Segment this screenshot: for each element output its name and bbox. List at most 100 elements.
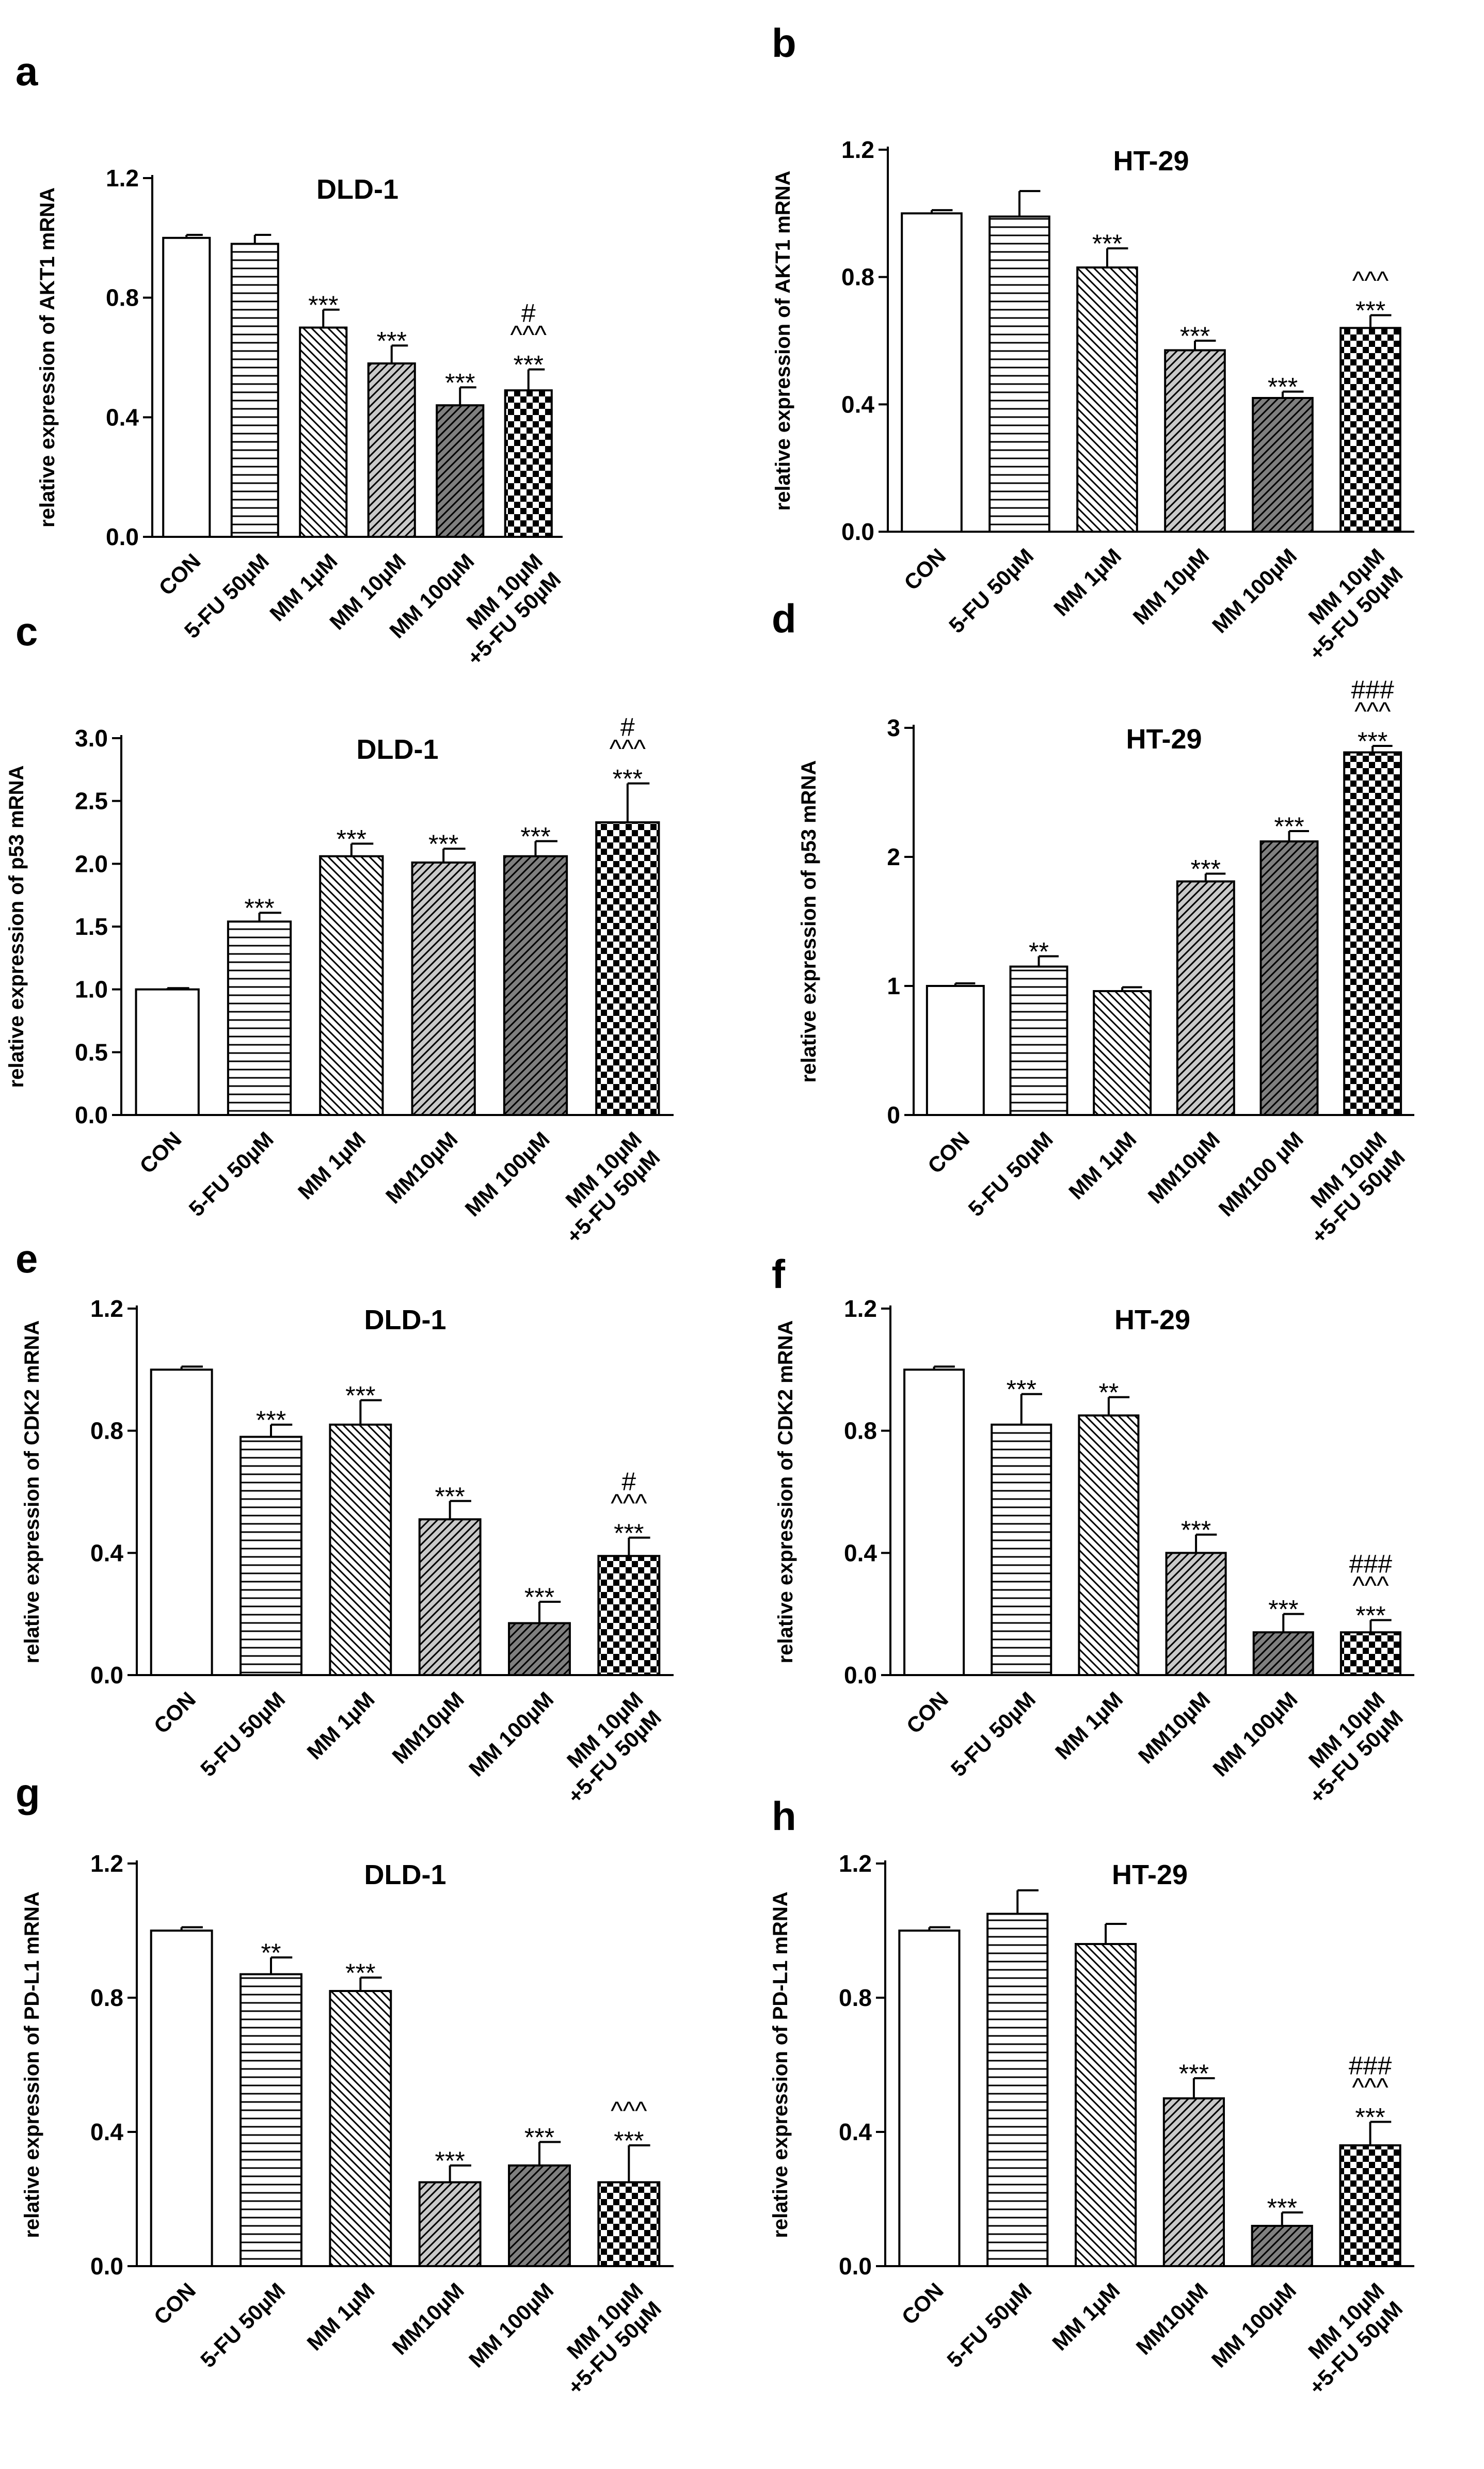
panel-letter: e (15, 1236, 38, 1281)
y-axis-label: relative expression of p53 mRNA (797, 760, 820, 1083)
category-label: 5-FU 50µM (184, 1127, 278, 1221)
category-label: CON (923, 1127, 974, 1178)
bar-horizontal-stripe (991, 1423, 1052, 1676)
panel-g: g DLD-1 relative expression of PD-L1 mRNA 0… (15, 1770, 674, 2399)
y-tick-label: 0.8 (841, 264, 874, 291)
y-axis-label: relative expression of PD-L1 mRNA (21, 1891, 43, 2238)
significance-mark: *** (1355, 1601, 1385, 1630)
bar-checkerboard (595, 821, 660, 1116)
y-tick-label: 0.0 (844, 1662, 877, 1689)
bar-diagonal-light (329, 1423, 392, 1676)
chart-title: DLD-1 (316, 174, 398, 205)
significance-mark: *** (1191, 855, 1221, 884)
bar-white (901, 212, 963, 533)
significance-mark: *** (445, 368, 475, 397)
y-axis-label: relative expression of AKT1 mRNA (772, 171, 794, 511)
chart-title: DLD-1 (364, 1859, 446, 1890)
significance-mark: ** (1098, 1378, 1119, 1407)
category-label: CON (899, 544, 950, 595)
y-tick-label: 2 (887, 843, 900, 870)
category-label: MM 100µM (464, 1687, 558, 1781)
significance-mark: ^^^ (1352, 266, 1389, 295)
significance-mark: ^^^ (1354, 697, 1391, 726)
bar-horizontal-stripe (240, 1973, 302, 2267)
significance-mark: *** (435, 1482, 465, 1511)
significance-mark: *** (345, 1958, 375, 1987)
panel-d: d HT-29 relative expression of p53 mRNA 0 1 2… (772, 596, 1414, 1248)
bar-diagonal-dark (503, 855, 568, 1116)
category-label: MM100 µM (1214, 1127, 1307, 1221)
significance-mark: ** (261, 1938, 281, 1967)
category-label: 5-FU 50µM (196, 1687, 290, 1781)
y-tick-label: 3 (887, 714, 900, 741)
y-tick-label: 0.4 (839, 2118, 872, 2145)
category-label: MM10µM (381, 1127, 462, 1208)
bar-horizontal-stripe (227, 920, 292, 1117)
bar-checkerboard (1339, 327, 1401, 533)
panel-e: e DLD-1 relative expression of CDK2 mRNA 0.… (15, 1236, 674, 1808)
category-label: MM 100µM (1208, 1687, 1302, 1781)
category-label: 5-FU 50µM (942, 2278, 1036, 2372)
bar-checkerboard (597, 2181, 661, 2267)
bar-checkerboard (1339, 2144, 1401, 2267)
significance-mark: ** (1029, 937, 1049, 966)
significance-mark: ^^^ (611, 2096, 647, 2125)
panel-b: b HT-29 relative expression of AKT1 mRNA 0.… (772, 20, 1414, 665)
y-tick-label: 0 (887, 1102, 900, 1128)
significance-mark: *** (1092, 229, 1122, 258)
significance-mark: *** (1358, 727, 1387, 756)
bar-diagonal-light (1075, 1943, 1137, 2267)
significance-mark: *** (1274, 812, 1304, 841)
category-label: MM10µM (387, 2278, 469, 2360)
category-label: MM 10µM+5-FU 50µM (543, 1127, 664, 1248)
bar-diagonal-dark (1252, 1631, 1314, 1677)
significance-mark: *** (524, 2123, 554, 2152)
category-label: 5-FU 50µM (946, 1687, 1040, 1781)
bar-horizontal-stripe (230, 243, 279, 538)
y-axis-label: relative expression of p53 mRNA (5, 766, 28, 1088)
significance-mark: ^^^ (1352, 2073, 1389, 2102)
bar-diagonal-light (1076, 266, 1138, 533)
bar-diagonal-light (1093, 990, 1152, 1116)
significance-mark: *** (256, 1406, 286, 1435)
significance-mark: *** (614, 1519, 644, 1548)
category-label: 5-FU 50µM (196, 2278, 290, 2372)
significance-mark: *** (1007, 1375, 1036, 1404)
category-label: MM 1µM (1047, 2278, 1124, 2355)
significance-mark: *** (524, 1583, 554, 1612)
bar-checkerboard (504, 389, 553, 538)
y-tick-label: 0.0 (839, 2253, 872, 2280)
significance-mark: *** (1180, 322, 1210, 351)
y-tick-label: 1.2 (841, 136, 874, 163)
significance-mark: *** (1268, 373, 1298, 402)
category-label: MM 1µM (1064, 1127, 1141, 1204)
chart-title: HT-29 (1114, 1304, 1190, 1335)
bar-white (135, 988, 200, 1116)
significance-mark: ^^^ (510, 321, 547, 349)
bar-diagonal-light (329, 1990, 392, 2267)
category-label: MM 100µM (464, 2278, 558, 2372)
bar-diagonal-light (319, 855, 384, 1116)
y-tick-label: 1.5 (75, 913, 108, 940)
y-tick-label: 0.4 (106, 404, 139, 431)
y-tick-label: 1.2 (844, 1295, 877, 1322)
significance-mark: *** (613, 764, 643, 793)
category-label: MM 1µM (302, 1687, 379, 1764)
panel-h: h HT-29 relative expression of PD-L1 mRNA 0… (769, 1793, 1414, 2399)
bar-white (903, 1368, 965, 1676)
y-tick-label: 1.0 (75, 976, 108, 1003)
category-label: CON (149, 2278, 200, 2329)
y-tick-label: 0.8 (844, 1417, 877, 1444)
significance-mark: *** (435, 2146, 465, 2175)
panel-letter: f (772, 1251, 786, 1297)
y-tick-label: 0.8 (106, 284, 139, 311)
y-tick-label: 2.5 (75, 788, 108, 815)
bar-diagonal-dark (508, 1622, 571, 1677)
significance-mark: *** (428, 830, 458, 858)
bar-horizontal-stripe (240, 1436, 302, 1676)
significance-mark: ### (1349, 2051, 1392, 2080)
category-label: 5-FU 50µM (944, 544, 1038, 638)
panel-letter: h (772, 1793, 796, 1839)
significance-mark: *** (377, 326, 407, 355)
